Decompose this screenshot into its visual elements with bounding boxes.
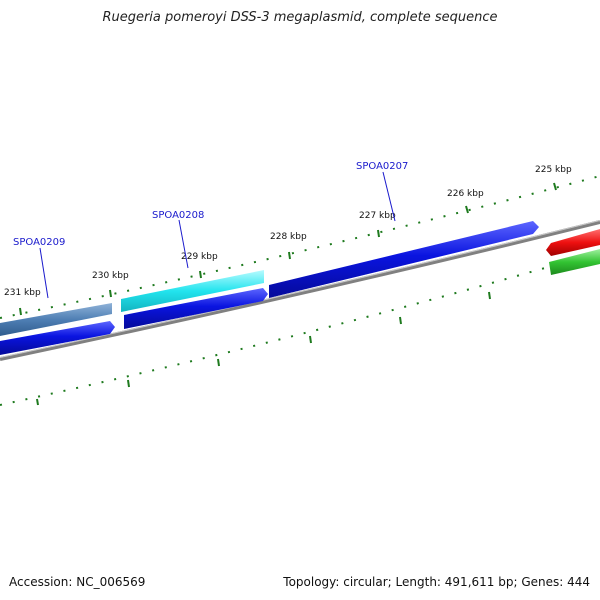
scale-label: 227 kbp: [359, 211, 396, 221]
gene-label-spoa0207[interactable]: SPOA0207: [356, 161, 408, 172]
backbone-highlight: [0, 220, 600, 358]
accession-text: Accession: NC_006569: [9, 575, 146, 589]
gene-label-spoa0208[interactable]: SPOA0208: [152, 210, 204, 221]
gene-leader-lines: [39, 171, 396, 299]
gene-spoa0207-arrow[interactable]: [269, 221, 539, 298]
gene-green-arrow[interactable]: [549, 249, 600, 275]
gene-spoa0209-arrow[interactable]: [0, 303, 112, 336]
map-title: Ruegeria pomeroyi DSS-3 megaplasmid, com…: [102, 10, 498, 25]
gene-spoa0208-arrow[interactable]: [121, 270, 264, 312]
scale-label: 229 kbp: [181, 252, 218, 262]
major-ticks: [19, 182, 557, 316]
gene-red-arrow[interactable]: [546, 229, 600, 256]
gene-blue-arrow-left[interactable]: [0, 321, 115, 355]
scale-label: 230 kbp: [92, 271, 129, 281]
scale-label: 226 kbp: [447, 189, 484, 199]
scale-label: 228 kbp: [270, 232, 307, 242]
sequence-summary: Topology: circular; Length: 491,611 bp; …: [283, 575, 590, 589]
inner-major-ticks: [36, 291, 491, 406]
scale-label: 231 kbp: [4, 288, 41, 298]
scale-label: 225 kbp: [535, 165, 572, 175]
outer-tick-ring: [0, 175, 600, 319]
backbone-line: [0, 220, 600, 361]
gene-label-spoa0209[interactable]: SPOA0209: [13, 237, 65, 248]
gene-blue-arrow-middle[interactable]: [124, 288, 268, 329]
